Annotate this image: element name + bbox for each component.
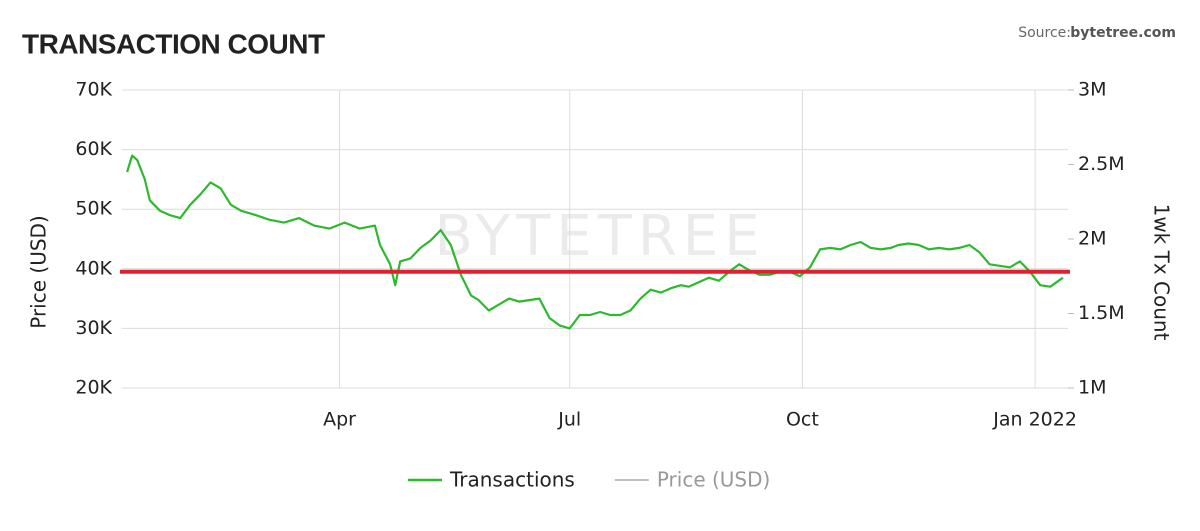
y2-tick-label: 1M — [1078, 377, 1106, 399]
y-tick-label: 60K — [75, 138, 112, 160]
watermark: BYTETREE — [434, 204, 765, 269]
y2-tick-label: 3M — [1078, 79, 1106, 101]
legend-label: Transactions — [449, 468, 575, 492]
y-tick-label: 70K — [75, 79, 112, 101]
source: bytetree.com — [1070, 25, 1176, 41]
y2-tick-label: 1.5M — [1078, 302, 1125, 324]
x-tick-label: Oct — [786, 409, 819, 431]
y-tick-label: 40K — [75, 257, 112, 279]
source-label: Source: — [1018, 25, 1071, 41]
y2-tick-label: 2M — [1078, 228, 1106, 250]
x-tick-label: Jan 2022 — [992, 409, 1077, 431]
x-tick-label: Jul — [557, 409, 581, 431]
y2-axis-title: 1wk Tx Count — [1150, 204, 1174, 341]
chart-title: TRANSACTION COUNT — [22, 28, 325, 59]
x-tick-label: Apr — [323, 409, 356, 431]
series-line — [126, 154, 1064, 330]
legend-label: Price (USD) — [657, 468, 771, 492]
y-axis-title: Price (USD) — [27, 215, 51, 329]
y2-tick-label: 2.5M — [1078, 153, 1125, 175]
y-tick-label: 20K — [75, 377, 112, 399]
y-tick-label: 50K — [75, 198, 112, 220]
y-tick-label: 30K — [75, 317, 112, 339]
